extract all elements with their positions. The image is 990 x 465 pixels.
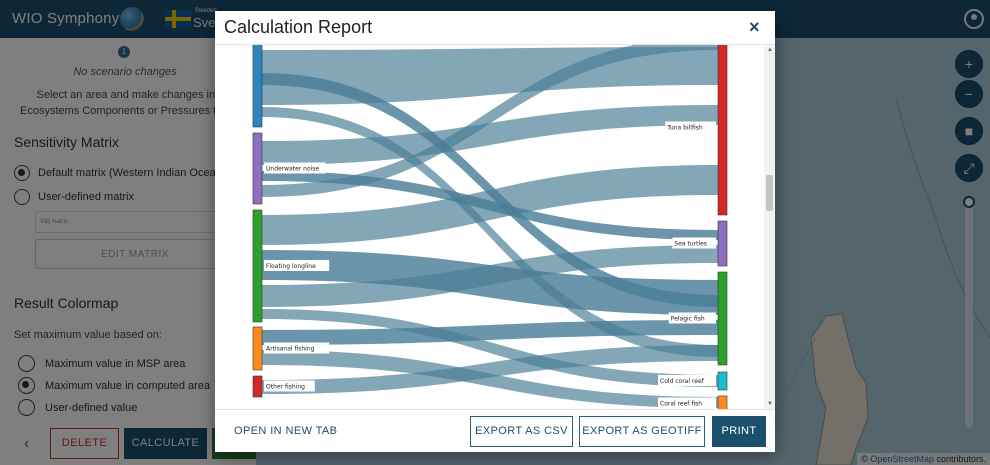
sankey-link bbox=[262, 350, 718, 408]
left-node-0 bbox=[252, 45, 263, 128]
left-node-label: Underwater noise bbox=[266, 166, 319, 173]
open-new-tab-button[interactable]: OPEN IN NEW TAB bbox=[234, 425, 338, 437]
sankey-link bbox=[262, 45, 718, 197]
left-node-label-bg bbox=[264, 380, 315, 392]
close-icon[interactable]: × bbox=[749, 17, 760, 37]
right-node-1 bbox=[717, 220, 728, 267]
sankey-link bbox=[262, 309, 718, 387]
report-body: Underwater noise Floating longline Artisan… bbox=[215, 44, 775, 410]
right-node-label: Pelagic fish bbox=[671, 316, 705, 323]
left-node-label-bg bbox=[264, 342, 330, 354]
left-node-1 bbox=[252, 132, 263, 205]
left-node-label: Floating longline bbox=[266, 263, 316, 270]
right-node-label: Coral reef fish bbox=[660, 401, 702, 408]
right-node-2 bbox=[717, 271, 728, 366]
right-node-label: Tuna billfish bbox=[666, 125, 703, 132]
left-node-label: Artisanal fishing bbox=[266, 346, 315, 353]
left-node-label: Other fishing bbox=[266, 384, 305, 391]
scroll-up-icon[interactable]: ▲ bbox=[767, 47, 773, 53]
left-node-4 bbox=[252, 375, 263, 398]
report-scrollbar[interactable]: ▲ ▼ bbox=[764, 45, 775, 409]
sankey-link bbox=[262, 47, 718, 105]
left-node-3 bbox=[252, 326, 263, 371]
sankey-link bbox=[262, 105, 718, 165]
left-node-2 bbox=[252, 209, 263, 323]
dialog-footer: OPEN IN NEW TAB EXPORT AS CSV EXPORT AS … bbox=[215, 411, 775, 452]
right-node-3 bbox=[717, 371, 728, 391]
left-node-label-bg bbox=[264, 260, 330, 271]
sankey-link bbox=[262, 165, 718, 245]
right-node-label-bg bbox=[665, 121, 716, 133]
sankey-link bbox=[262, 320, 718, 345]
right-node-label-bg bbox=[672, 237, 716, 249]
scrollbar-thumb[interactable] bbox=[766, 175, 773, 211]
export-geotiff-button[interactable]: EXPORT AS GEOTIFF bbox=[579, 416, 705, 447]
right-node-0 bbox=[717, 45, 728, 216]
dialog-title: Calculation Report bbox=[224, 17, 373, 37]
right-node-label: Sea turtles bbox=[674, 241, 707, 248]
export-csv-button[interactable]: EXPORT AS CSV bbox=[470, 416, 573, 447]
calculation-report-dialog: Calculation Report × Underwater noise Flo… bbox=[215, 11, 775, 452]
sankey-diagram: Underwater noise Floating longline Artisan… bbox=[252, 45, 728, 409]
right-node-label-bg bbox=[658, 397, 716, 409]
sankey-link bbox=[262, 245, 718, 307]
right-node-label-bg bbox=[658, 375, 716, 386]
right-node-4 bbox=[717, 395, 728, 409]
left-node-label-bg bbox=[264, 162, 326, 174]
sankey-link bbox=[262, 107, 718, 357]
right-node-label: Cold coral reef bbox=[660, 378, 705, 385]
scroll-down-icon[interactable]: ▼ bbox=[767, 401, 773, 407]
print-button[interactable]: PRINT bbox=[712, 416, 766, 447]
sankey-link bbox=[262, 345, 718, 394]
right-node-label-bg bbox=[668, 312, 716, 324]
